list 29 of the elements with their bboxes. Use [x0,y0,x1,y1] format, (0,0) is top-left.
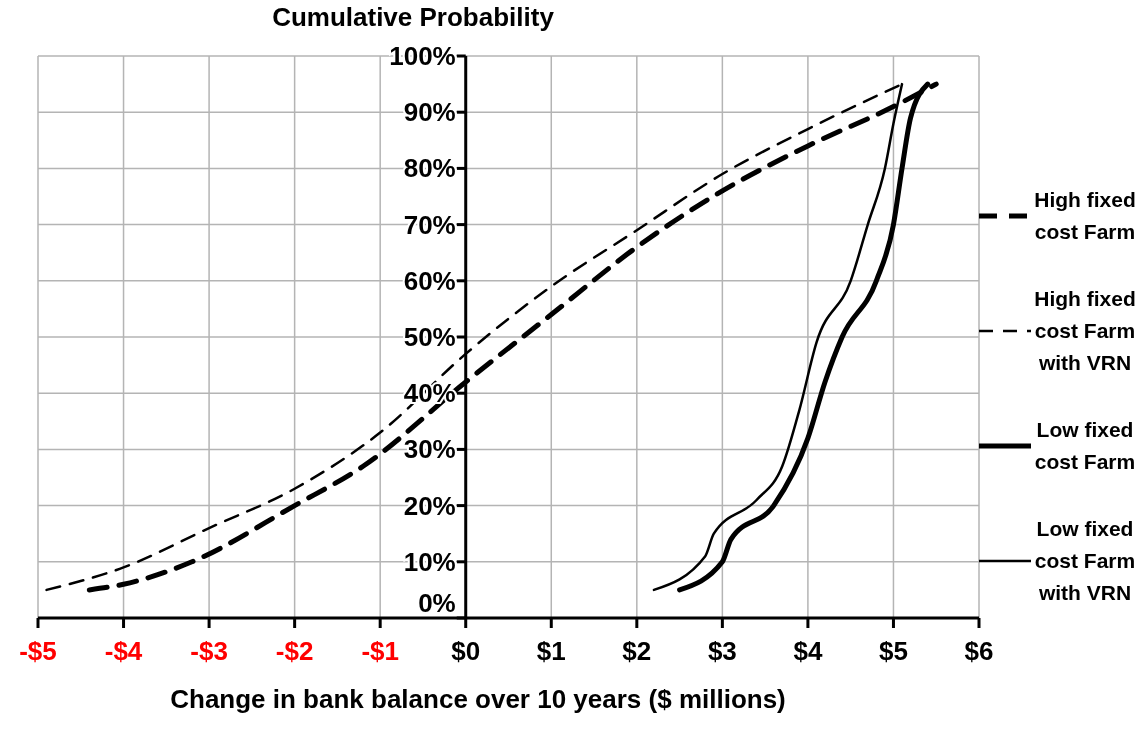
x-tick-label: -$1 [361,636,399,666]
legend-label: High fixed cost Farm [1033,186,1137,245]
y-tick-label: 10% [403,546,456,577]
x-tick-label: $4 [793,636,823,666]
x-tick-label: $1 [536,636,566,666]
x-tick-label: $5 [878,636,908,666]
y-tick-label: 50% [403,322,456,352]
legend-label: Low fixed cost Farm [1033,416,1137,475]
x-tick-label: $3 [707,636,737,666]
y-tick-label: 100% [389,41,456,71]
x-tick-label: -$5 [19,636,57,666]
x-tick-label: -$2 [275,636,314,666]
legend-label: High fixed cost Farm with VRN [1033,285,1137,376]
y-tick-label: 0% [418,588,456,618]
x-tick-label: -$4 [104,636,143,666]
y-tick-label: 40% [403,378,456,409]
y-tick-label: 70% [403,209,456,240]
y-tick-label: 20% [403,490,456,521]
x-axis-title: Change in bank balance over 10 years ($ millions) [169,684,787,715]
x-tick-label: $2 [622,636,652,666]
y-tick-label: 80% [403,153,456,184]
y-axis-title: Cumulative Probability [271,2,555,33]
x-tick-label: $0 [451,636,481,666]
y-tick-label: 90% [403,97,456,128]
y-tick-label: 30% [403,434,456,465]
x-tick-label: -$3 [190,636,228,666]
legend-label: Low fixed cost Farm with VRN [1033,515,1137,606]
y-tick-label: 60% [403,265,456,296]
x-tick-label: $6 [964,636,994,666]
